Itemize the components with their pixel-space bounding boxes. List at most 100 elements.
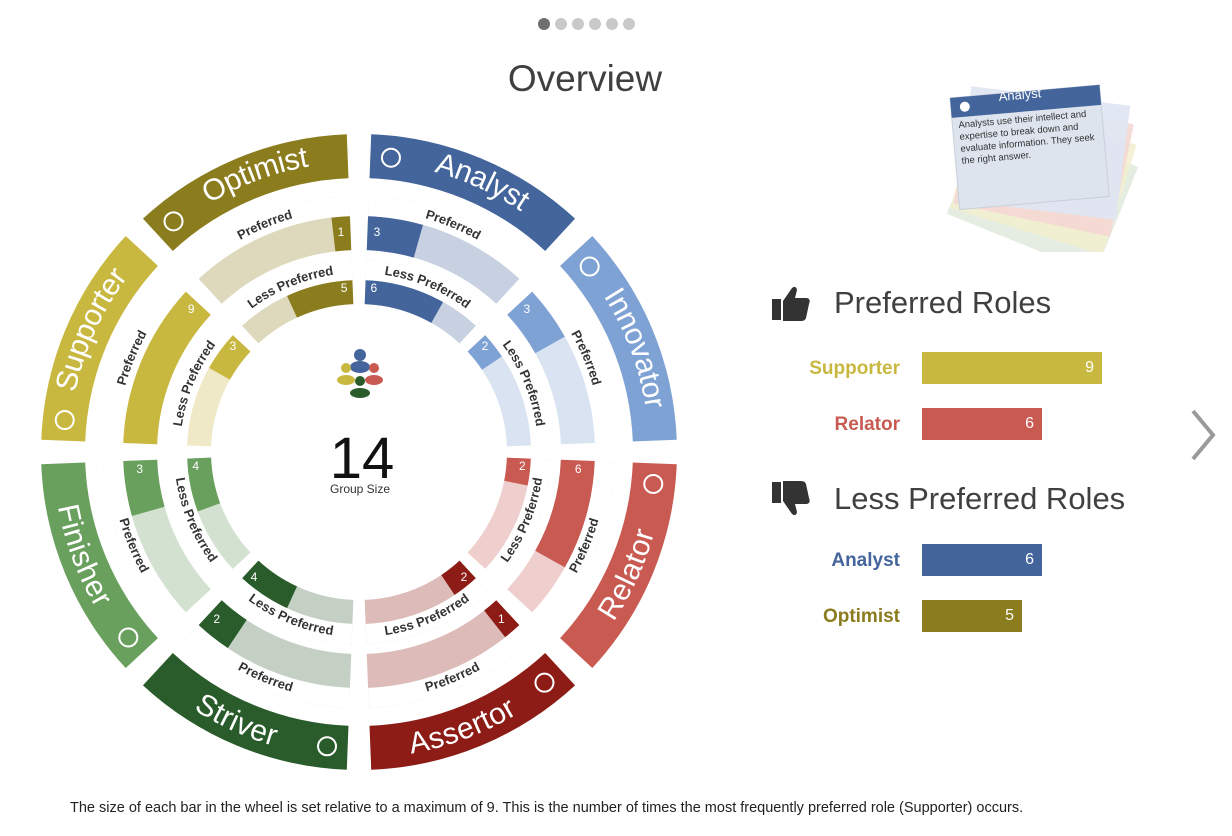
role-name: Supporter [809,358,900,379]
preferred-value: 3 [374,225,381,239]
card-stack-graphic [946,84,1139,274]
card-title: Analyst [998,85,1042,104]
role-name: Optimist [822,606,900,627]
outer-segment-assertor[interactable] [369,653,576,770]
preferred-roles-section: Preferred Roles [770,282,1051,324]
group-size-value: 14 [330,426,395,491]
checkmark-badge-icon [163,211,184,232]
outer-segment-innovator[interactable] [560,235,677,442]
group-size-label: Group Size [330,482,390,496]
less-preferred-bar-innovator [467,335,502,370]
chevron-right-icon [1191,409,1216,461]
preferred-value: 1 [338,225,345,239]
thumbs-up-icon [772,286,810,321]
network-icon [643,473,664,494]
hand-icon [534,672,555,693]
role-bar: 5 [922,600,1022,632]
lightbulb-icon [579,256,600,277]
role-bar-value: 6 [1025,415,1034,432]
preferred-bar-assertor [484,600,520,638]
role-card-stack[interactable]: Analyst Analysts use their intellect and… [940,62,1170,274]
less-preferred-label-strip [365,578,490,644]
preferred-bar-innovator [507,291,565,354]
less-preferred-bar-assertor [441,560,476,595]
outer-segment-supporter[interactable] [41,235,158,442]
preferred-roles-header: Preferred Roles [770,282,1051,324]
less-preferred-bar-relator [504,457,531,486]
preferred-bar-optimist [331,216,352,252]
less-preferred-value: 4 [192,459,199,473]
group-icon [337,349,383,398]
less-preferred-roles-title: Less Preferred Roles [834,481,1126,516]
preferred-label-strip [185,196,350,279]
pager-dot-2[interactable] [555,18,567,30]
less-preferred-bar-analyst [364,280,444,323]
next-slide-button[interactable] [1185,405,1221,465]
thumbs-down-icon [772,481,810,516]
role-bar-value: 9 [1085,359,1094,376]
preferred-value: 6 [575,462,582,476]
pager-dot-6[interactable] [623,18,635,30]
role-name: Relator [834,414,900,435]
preferred-label-strip [103,461,186,626]
preferred-bar-relator [535,459,595,568]
outer-segment-finisher[interactable] [41,462,158,669]
less-preferred-roles-section: Less Preferred Roles [770,478,1125,520]
mountain-icon [317,736,338,757]
pager-dot-3[interactable] [572,18,584,30]
stopwatch-icon [118,627,139,648]
pager-dots [538,18,635,30]
outer-segment-relator[interactable] [560,462,677,669]
pager-dot-1[interactable] [538,18,550,30]
outer-segment-striver[interactable] [142,653,349,770]
less-preferred-roles-header: Less Preferred Roles [770,478,1125,520]
preferred-label-strip [103,278,186,443]
less-preferred-bar-supporter [208,335,251,380]
preferred-label-strip [368,196,533,279]
less-preferred-value: 2 [461,570,468,584]
role-bar: 9 [922,352,1102,384]
preferred-value: 3 [136,462,143,476]
less-preferred-value: 6 [371,281,378,295]
less-preferred-label-strip [365,260,490,326]
less-preferred-value: 2 [482,339,489,353]
preferred-label-strip [185,625,350,708]
preferred-band-assertor [366,600,533,708]
outer-segment-analyst[interactable] [369,134,576,251]
preferred-bar-finisher [123,459,165,516]
handshake-icon [54,410,75,431]
preferred-label-strip [368,625,533,708]
less-preferred-label-strip [228,578,353,644]
less-preferred-value: 3 [230,339,237,353]
outer-segment-optimist[interactable] [142,134,349,251]
less-preferred-label-strip [167,321,233,446]
footer-note: The size of each bar in the wheel is set… [70,800,1024,816]
preferred-bar-supporter [123,291,211,445]
less-preferred-label-strip [228,260,353,326]
preferred-value: 3 [523,302,530,316]
preferred-roles-title: Preferred Roles [834,285,1052,320]
preferred-value: 1 [498,612,505,626]
less-preferred-value: 5 [341,281,348,295]
pager-dot-5[interactable] [606,18,618,30]
preferred-value: 2 [213,612,220,626]
page-title: Overview [507,58,663,99]
less-preferred-bar-striver [242,560,298,609]
preferred-bar-analyst [366,216,423,258]
less-preferred-bar-optimist [286,280,354,318]
role-label-optimist: Optimist [196,141,311,210]
preferred-value: 9 [188,302,195,316]
role-bar-value: 6 [1025,551,1034,568]
preferred-band-optimist [185,196,352,304]
role-bar-value: 5 [1005,607,1014,624]
less-preferred-bar-finisher [187,457,221,512]
less-preferred-label-strip [485,458,551,583]
preferred-label-strip [532,278,615,443]
preferred-label-strip [532,461,615,626]
role-bar: 6 [922,544,1042,576]
preferred-bar-striver [198,600,247,649]
less-preferred-value: 4 [251,570,258,584]
pager-dot-4[interactable] [589,18,601,30]
less-preferred-label-strip [485,321,551,446]
